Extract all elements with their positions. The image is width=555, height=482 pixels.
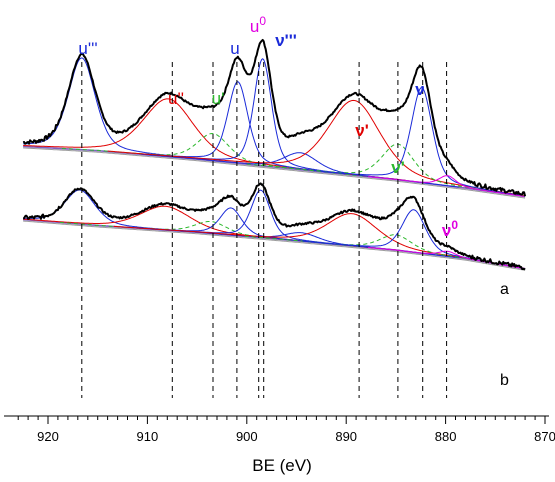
fit-component-a-8 bbox=[322, 86, 521, 196]
fit-component-b-3 bbox=[127, 207, 334, 245]
x-tick-label: 890 bbox=[335, 429, 357, 444]
curve-label-a: a bbox=[500, 281, 509, 298]
peak-label-v0-base: ν bbox=[442, 221, 451, 240]
x-tick-label: 920 bbox=[37, 429, 59, 444]
envelope-tail-b bbox=[23, 220, 526, 271]
fit-component-a-1 bbox=[23, 98, 406, 181]
x-axis-title: BE (eV) bbox=[252, 456, 312, 475]
x-tick-label: 870 bbox=[534, 429, 555, 444]
curve-label-b: b bbox=[500, 372, 509, 389]
peak-label-v3: ν''' bbox=[275, 31, 297, 50]
envelope-tail-a bbox=[23, 147, 526, 199]
experimental-spectrum-a bbox=[22, 38, 527, 197]
peak-label-v2: ν' bbox=[391, 158, 405, 177]
peak-label-u0-base: u bbox=[250, 17, 259, 36]
experimental-spectrum-b bbox=[23, 182, 526, 271]
peak-reference-lines-layer bbox=[81, 62, 448, 398]
peak-label-v1: ν' bbox=[355, 121, 369, 140]
x-tick-label: 910 bbox=[137, 429, 159, 444]
fit-component-a-6 bbox=[107, 99, 525, 196]
peak-label-u3: u''' bbox=[78, 39, 97, 58]
background-line-a bbox=[23, 145, 526, 198]
peak-label-u0: u0 bbox=[250, 14, 266, 36]
peak-label-u0-superscript: 0 bbox=[259, 14, 266, 28]
x-tick-label: 900 bbox=[236, 429, 258, 444]
x-axis: 920 910 900 890 880 870 bbox=[4, 415, 555, 444]
peak-label-u2: u'' bbox=[168, 89, 184, 108]
peak-label-u1: u' bbox=[212, 89, 225, 108]
peak-label-u: u bbox=[230, 39, 239, 58]
peak-label-v0-superscript: 0 bbox=[451, 218, 458, 232]
x-tick-label: 880 bbox=[435, 429, 457, 444]
peak-label-v0: ν0 bbox=[442, 218, 458, 240]
fit-component-a-9 bbox=[368, 175, 525, 197]
peak-labels-layer: u''' u'' u' u u0 ν''' ν' ν' ν ν0 bbox=[78, 14, 458, 240]
fit-component-a-0 bbox=[23, 57, 209, 161]
experimental-curves-layer bbox=[22, 38, 527, 271]
peak-label-v: ν bbox=[415, 80, 424, 99]
curve-labels-layer: a b bbox=[500, 281, 509, 389]
